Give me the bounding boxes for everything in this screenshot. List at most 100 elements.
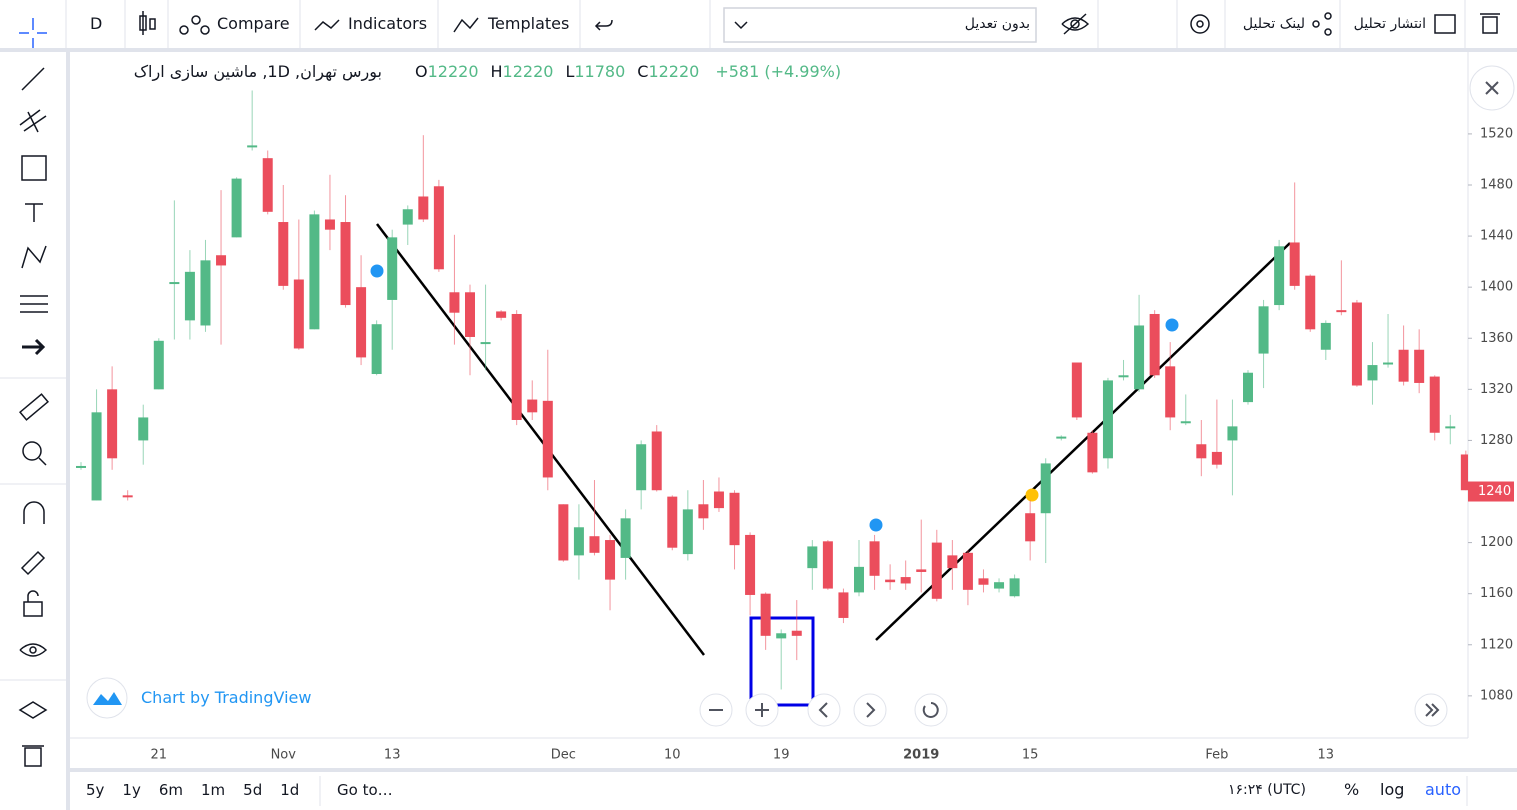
link-button[interactable]: لینک تحلیل [1242,16,1305,32]
candle-body [153,340,164,390]
candle-body [1134,325,1145,390]
candle-body [573,527,584,556]
ohlc-legend: O12220 H12220 L11780 C12220 +581 (+4.99%) [415,62,841,82]
candle-body [682,509,693,555]
control-glyphs [709,81,1499,718]
candle-body [994,582,1005,589]
watermark[interactable]: Chart by TradingView [141,688,312,707]
candle-body [776,633,787,639]
candle-body [1040,463,1051,514]
chart-pane [70,52,1517,768]
label: L [565,62,575,81]
candle-body [822,541,833,589]
candle-body [1025,513,1036,542]
candle-body [667,496,678,548]
candle-body [1460,454,1468,491]
candle-body [387,237,398,300]
candle-body [278,222,289,286]
range-button[interactable]: 5y [86,781,105,799]
candle-body [418,196,429,220]
goto-button[interactable]: Go to… [337,781,393,799]
x-tick-label: 10 [664,748,681,763]
candle-body [480,342,491,345]
candle-body [371,324,382,375]
tv-logo [93,692,122,705]
candle-body [651,431,662,491]
templates-button[interactable]: Templates [488,14,570,33]
candle-body [231,178,242,238]
value: 11780 [574,62,626,81]
candle-body [729,492,740,546]
percent-toggle[interactable]: % [1344,780,1360,799]
candle-body [916,569,927,572]
compare-button[interactable]: Compare [217,14,290,33]
toolbar-icons[interactable] [139,7,1500,43]
label: H [490,62,503,81]
candle-body [1274,246,1285,306]
log-toggle[interactable]: log [1380,780,1405,799]
candle-body [1118,375,1129,378]
label: C [637,62,649,81]
candle-body [1243,372,1253,403]
candle-body [620,518,631,558]
trend-line[interactable] [376,223,705,656]
candle-body [1071,362,1082,418]
candle-body [885,579,896,583]
rectangle-drawing[interactable] [749,616,815,707]
y-tick-label: 1480 [1480,177,1513,192]
marker-dot[interactable] [370,264,384,278]
candle-body [1351,302,1362,386]
y-tick-label: 1200 [1480,535,1513,550]
range-button[interactable]: 1d [280,781,300,799]
adjustment-dropdown[interactable]: بدون تعدیل [964,16,1030,32]
drawing-tools[interactable] [18,18,49,767]
candle-body [496,311,507,318]
candle-body [107,389,118,459]
candle-body [465,292,475,337]
y-tick-label: 1320 [1480,382,1513,397]
candle-body [900,577,911,584]
candle-body [1367,365,1378,381]
candle-body [1258,306,1269,354]
candle-body [262,158,273,212]
marker-dot[interactable] [1025,488,1039,502]
range-buttons: 5y 1y 6m 1m 5d 1d [86,780,299,800]
range-button[interactable]: 1y [122,781,141,799]
chart-controls[interactable] [86,65,1515,727]
publish-button[interactable]: انتشار تحلیل [1353,16,1426,32]
candle-body [1087,432,1098,473]
y-tick-label: 1520 [1480,126,1513,141]
candle-body [1180,421,1191,424]
candle-body [558,504,569,561]
candle-body [1056,436,1067,439]
candle-body [340,222,351,306]
change: +581 (+4.99%) [715,62,842,81]
candle-body [1336,310,1347,313]
trend-line[interactable] [875,242,1291,641]
candle-body [1009,578,1020,597]
range-button[interactable]: 5d [243,781,263,799]
toolbar-separators [0,0,1468,806]
drawings[interactable] [370,223,1291,707]
marker-dot[interactable] [1165,318,1179,332]
candle-body [527,399,538,413]
candle-body [247,145,258,148]
candle-body [978,578,989,585]
interval-button[interactable]: D [90,14,103,33]
x-tick-label: Nov [271,748,297,763]
candle-body [589,536,600,553]
marker-dot[interactable] [869,518,883,532]
range-button[interactable]: 1m [201,781,226,799]
indicators-button[interactable]: Indicators [348,14,428,33]
candle-body [1305,275,1316,330]
x-tick-label: Dec [551,748,576,763]
candle-body [1102,380,1113,459]
candle-body [449,292,460,313]
auto-toggle[interactable]: auto [1425,780,1462,799]
range-button[interactable]: 6m [158,781,183,799]
candle-body [542,400,553,478]
candle-body [511,313,522,420]
x-tick-label: 15 [1022,748,1039,763]
last-price-label: 1240 [1478,484,1511,499]
